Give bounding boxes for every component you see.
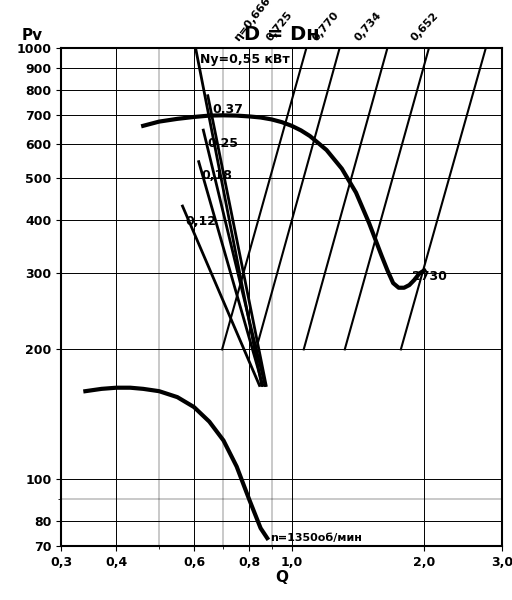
Title: D = Dн: D = Dн	[244, 25, 319, 44]
Text: 0,734: 0,734	[353, 10, 384, 43]
X-axis label: Q: Q	[275, 570, 288, 585]
Text: 0,652: 0,652	[409, 11, 440, 43]
Text: 0,725: 0,725	[265, 10, 295, 43]
Text: 0,18: 0,18	[202, 169, 232, 182]
Text: 2730: 2730	[412, 270, 447, 283]
Text: 0,12: 0,12	[186, 215, 217, 229]
Text: 0,25: 0,25	[208, 137, 239, 150]
Text: n=1350об/мин: n=1350об/мин	[270, 533, 362, 543]
Text: 0,37: 0,37	[212, 103, 243, 116]
Text: Pv: Pv	[22, 28, 43, 43]
Text: 0,770: 0,770	[311, 10, 342, 43]
Text: η=0,666: η=0,666	[232, 0, 272, 43]
Text: Nу=0,55 кВт: Nу=0,55 кВт	[200, 53, 290, 66]
